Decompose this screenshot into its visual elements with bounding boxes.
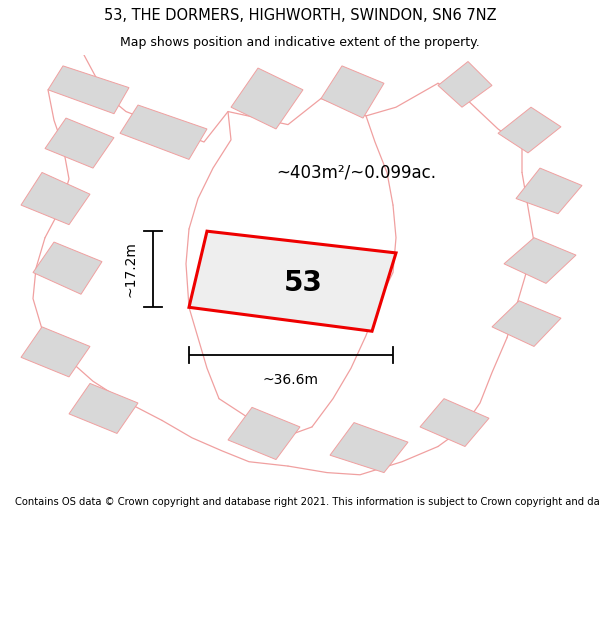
Polygon shape bbox=[321, 66, 384, 118]
Polygon shape bbox=[504, 238, 576, 283]
Text: Map shows position and indicative extent of the property.: Map shows position and indicative extent… bbox=[120, 36, 480, 49]
Polygon shape bbox=[21, 173, 90, 224]
Polygon shape bbox=[228, 408, 300, 459]
Polygon shape bbox=[420, 399, 489, 446]
Text: ~17.2m: ~17.2m bbox=[124, 241, 138, 297]
Text: ~36.6m: ~36.6m bbox=[263, 372, 319, 386]
Polygon shape bbox=[492, 301, 561, 346]
Polygon shape bbox=[498, 107, 561, 153]
Text: ~403m²/~0.099ac.: ~403m²/~0.099ac. bbox=[276, 164, 436, 181]
Polygon shape bbox=[516, 168, 582, 214]
Polygon shape bbox=[33, 242, 102, 294]
Text: 53: 53 bbox=[284, 269, 322, 297]
Polygon shape bbox=[330, 422, 408, 472]
Polygon shape bbox=[48, 66, 129, 114]
Polygon shape bbox=[69, 383, 138, 434]
Text: 53, THE DORMERS, HIGHWORTH, SWINDON, SN6 7NZ: 53, THE DORMERS, HIGHWORTH, SWINDON, SN6… bbox=[104, 8, 496, 23]
Polygon shape bbox=[231, 68, 303, 129]
Polygon shape bbox=[21, 327, 90, 377]
Polygon shape bbox=[45, 118, 114, 168]
Polygon shape bbox=[189, 231, 396, 331]
Polygon shape bbox=[120, 105, 207, 159]
Polygon shape bbox=[438, 61, 492, 107]
Text: Contains OS data © Crown copyright and database right 2021. This information is : Contains OS data © Crown copyright and d… bbox=[15, 497, 600, 507]
